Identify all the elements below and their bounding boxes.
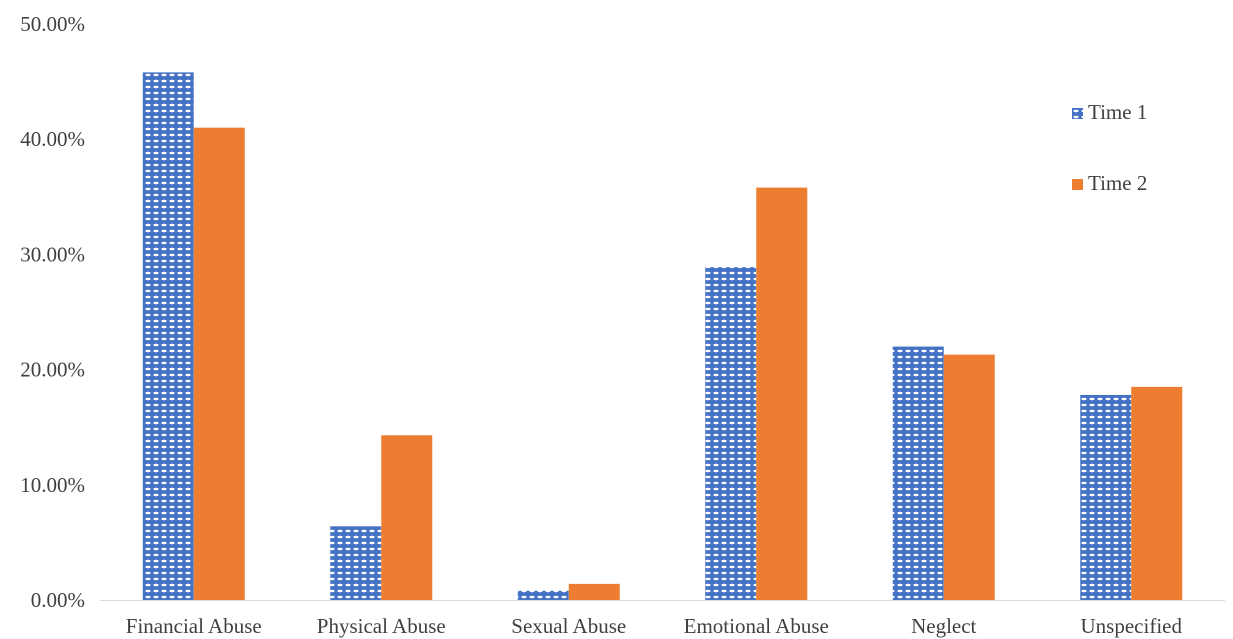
bar-1-neglect (892, 346, 944, 600)
bar-2-sexual-abuse (568, 583, 620, 600)
y-tick-label: 50.00% (20, 12, 85, 36)
x-tick-label: Unspecified (1081, 614, 1183, 638)
legend-label: Time 1 (1088, 100, 1147, 124)
bar-2-physical-abuse (381, 435, 433, 600)
x-tick-label: Emotional Abuse (684, 614, 829, 638)
legend: Time 1 Time 2 (1072, 100, 1147, 195)
bars (142, 72, 1183, 601)
bar-1-financial-abuse (142, 72, 194, 600)
x-tick-label: Financial Abuse (126, 614, 262, 638)
legend-label: Time 2 (1088, 171, 1147, 195)
y-axis: 0.00% 10.00% 20.00% 30.00% 40.00% 50.00% (20, 12, 85, 612)
y-tick-label: 40.00% (20, 127, 85, 151)
bar-2-neglect (943, 354, 995, 600)
bar-1-emotional-abuse (705, 267, 757, 600)
bar-2-unspecified (1131, 386, 1183, 600)
y-tick-label: 0.00% (31, 588, 85, 612)
x-tick-label: Physical Abuse (317, 614, 446, 638)
bar-2-financial-abuse (193, 127, 245, 601)
x-tick-label: Sexual Abuse (511, 614, 626, 638)
y-tick-label: 20.00% (20, 358, 85, 382)
bar-1-physical-abuse (330, 526, 382, 600)
bar-1-unspecified (1080, 394, 1132, 600)
x-axis: Financial Abuse Physical Abuse Sexual Abus… (126, 614, 1183, 638)
bar-1-sexual-abuse (517, 590, 569, 600)
bar-2-emotional-abuse (756, 187, 808, 601)
legend-swatch (1072, 108, 1083, 119)
legend-swatch (1072, 179, 1083, 190)
x-tick-label: Neglect (911, 614, 976, 638)
y-tick-label: 10.00% (20, 473, 85, 497)
y-tick-label: 30.00% (20, 242, 85, 266)
